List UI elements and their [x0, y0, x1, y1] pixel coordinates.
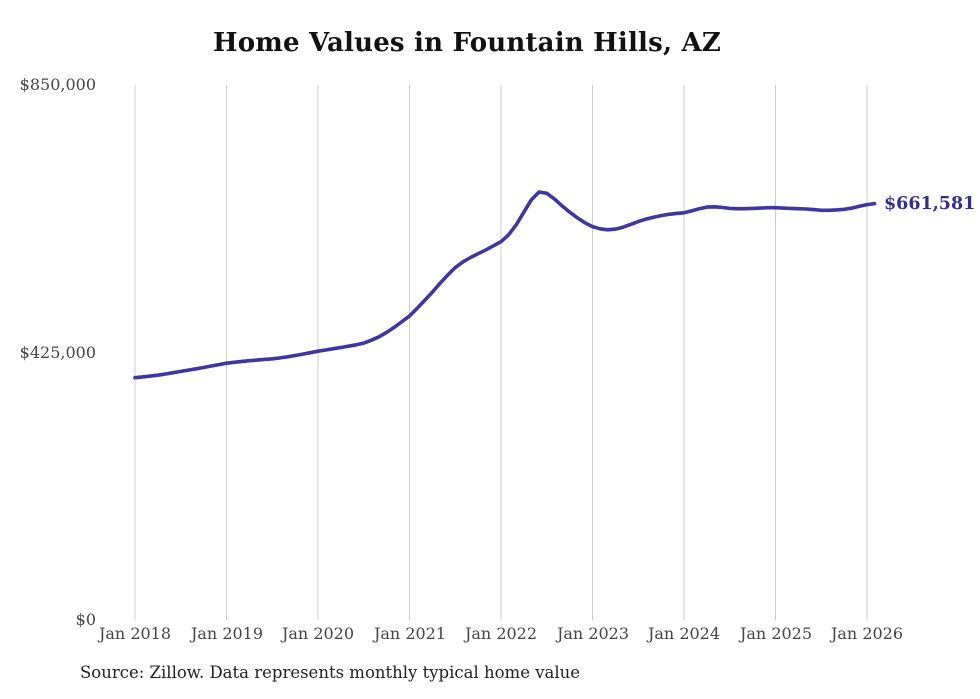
x-tick-jan-2024: Jan 2024 [647, 624, 721, 643]
y-tick-425000: $425,000 [19, 343, 96, 362]
x-tick-jan-2019: Jan 2019 [190, 624, 264, 643]
x-tick-jan-2021: Jan 2021 [373, 624, 447, 643]
chart-title: Home Values in Fountain Hills, AZ [212, 28, 722, 58]
y-tick-850000: $850,000 [19, 75, 96, 94]
x-tick-jan-2018: Jan 2018 [98, 624, 172, 643]
y-tick-0: $0 [75, 610, 96, 629]
x-tick-jan-2025: Jan 2025 [739, 624, 813, 643]
latest-value-label: $661,581 [884, 194, 976, 214]
vertical-gridlines [134, 85, 868, 620]
x-tick-jan-2023: Jan 2023 [556, 624, 630, 643]
x-tick-jan-2022: Jan 2022 [464, 624, 538, 643]
home-value-series-line [133, 190, 877, 380]
source-note: Source: Zillow. Data represents monthly … [80, 663, 581, 682]
x-tick-jan-2026: Jan 2026 [830, 624, 904, 643]
x-tick-jan-2020: Jan 2020 [281, 624, 355, 643]
